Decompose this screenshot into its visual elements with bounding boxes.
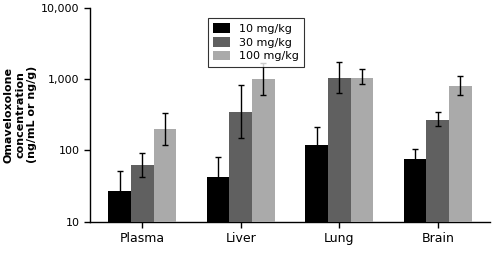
- Bar: [252, 79, 274, 267]
- Bar: [426, 120, 449, 267]
- Bar: [449, 86, 472, 267]
- Bar: [230, 112, 252, 267]
- Bar: [306, 145, 328, 267]
- Bar: [108, 191, 131, 267]
- Legend: 10 mg/kg, 30 mg/kg, 100 mg/kg: 10 mg/kg, 30 mg/kg, 100 mg/kg: [208, 18, 304, 67]
- Bar: [350, 78, 374, 267]
- Bar: [328, 78, 350, 267]
- Bar: [154, 129, 176, 267]
- Bar: [404, 159, 426, 267]
- Bar: [131, 165, 154, 267]
- Y-axis label: Omaveloxolone
concentration
(ng/mL or ng/g): Omaveloxolone concentration (ng/mL or ng…: [4, 66, 37, 163]
- Bar: [206, 177, 230, 267]
